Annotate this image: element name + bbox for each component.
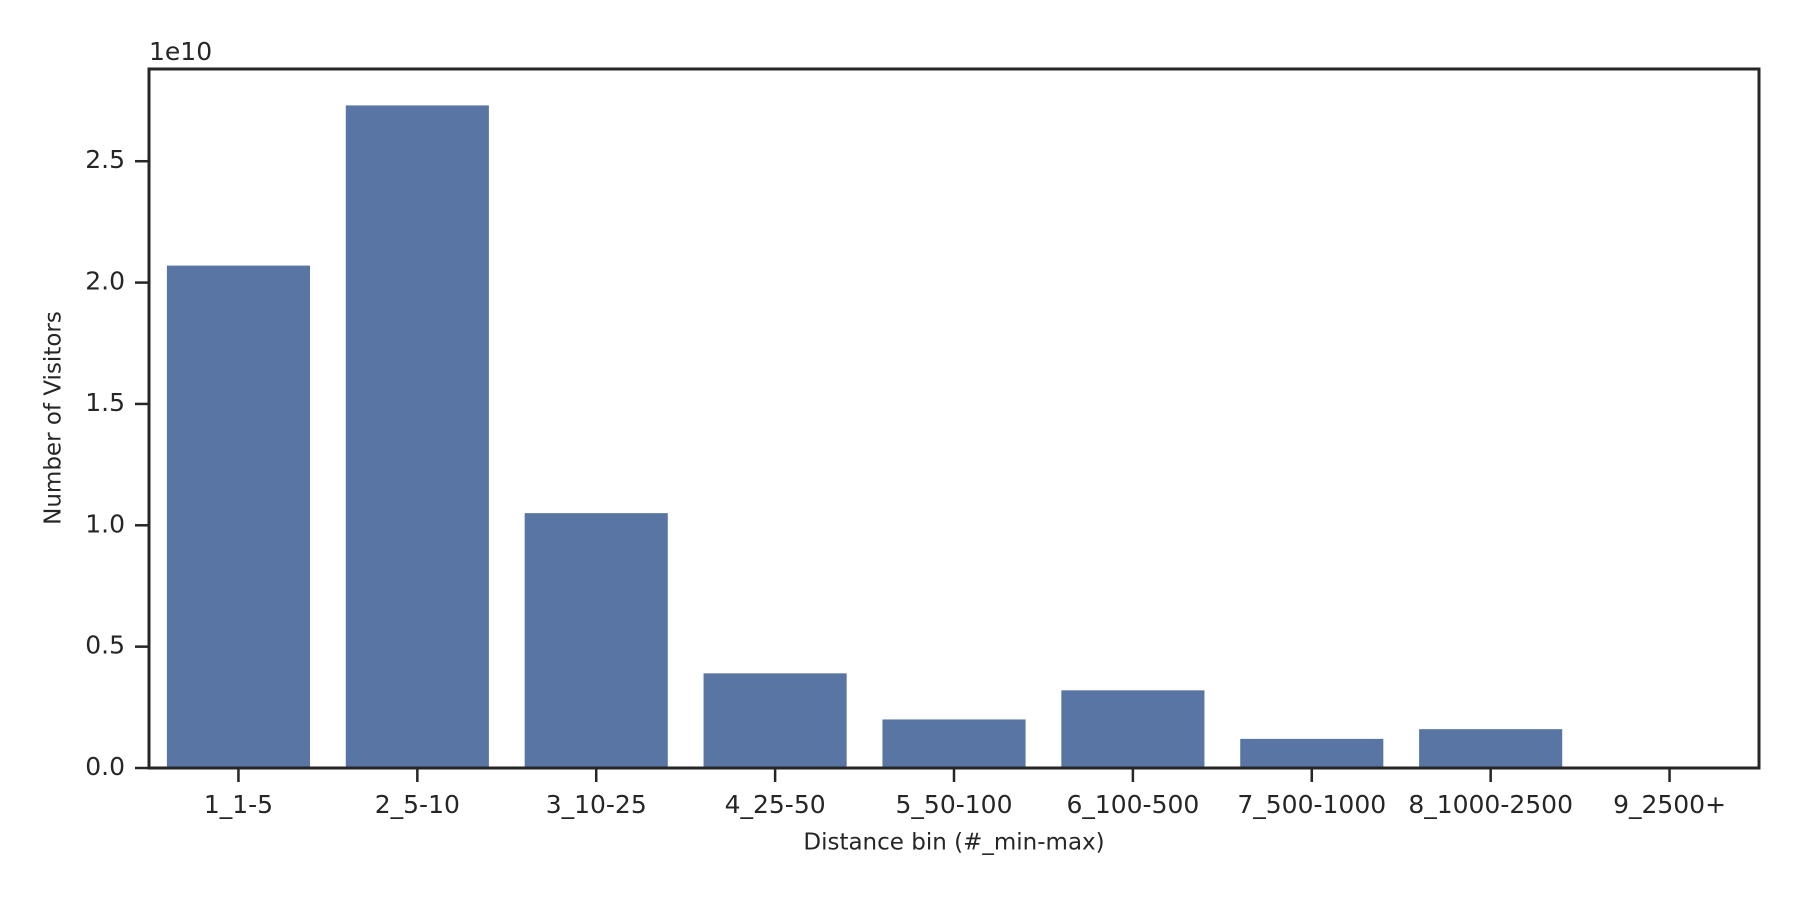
x-tick-label: 6_100-500 — [1066, 790, 1199, 819]
bar — [703, 673, 847, 768]
y-tick-label: 2.5 — [85, 145, 125, 174]
y-tick-label: 0.5 — [85, 631, 125, 660]
bar — [345, 105, 489, 768]
bar — [524, 513, 668, 768]
y-tick-label: 1.5 — [85, 388, 125, 417]
bar — [166, 265, 310, 768]
y-tick-label: 2.0 — [85, 267, 125, 296]
x-tick-label: 9_2500+ — [1613, 790, 1726, 819]
axes-frame — [147, 67, 1761, 770]
x-axis-label: Distance bin (#_min-max) — [803, 830, 1104, 856]
y-tick-label: 0.0 — [85, 752, 125, 781]
bar — [1061, 690, 1205, 768]
x-tick-label: 3_10-25 — [546, 790, 647, 819]
y-axis-label: Number of Visitors — [41, 311, 67, 525]
bar — [1419, 729, 1563, 768]
y-tick-label: 1.0 — [85, 509, 125, 538]
bar — [1240, 738, 1384, 768]
x-tick-label: 2_5-10 — [375, 790, 460, 819]
y-offset-label: 1e10 — [149, 37, 212, 66]
bar — [882, 719, 1026, 768]
x-tick-label: 8_1000-2500 — [1408, 790, 1573, 819]
x-tick-label: 4_25-50 — [725, 790, 826, 819]
x-tick-label: 7_500-1000 — [1237, 790, 1386, 819]
x-tick-label: 1_1-5 — [204, 790, 273, 819]
x-tick-label: 5_50-100 — [896, 790, 1013, 819]
